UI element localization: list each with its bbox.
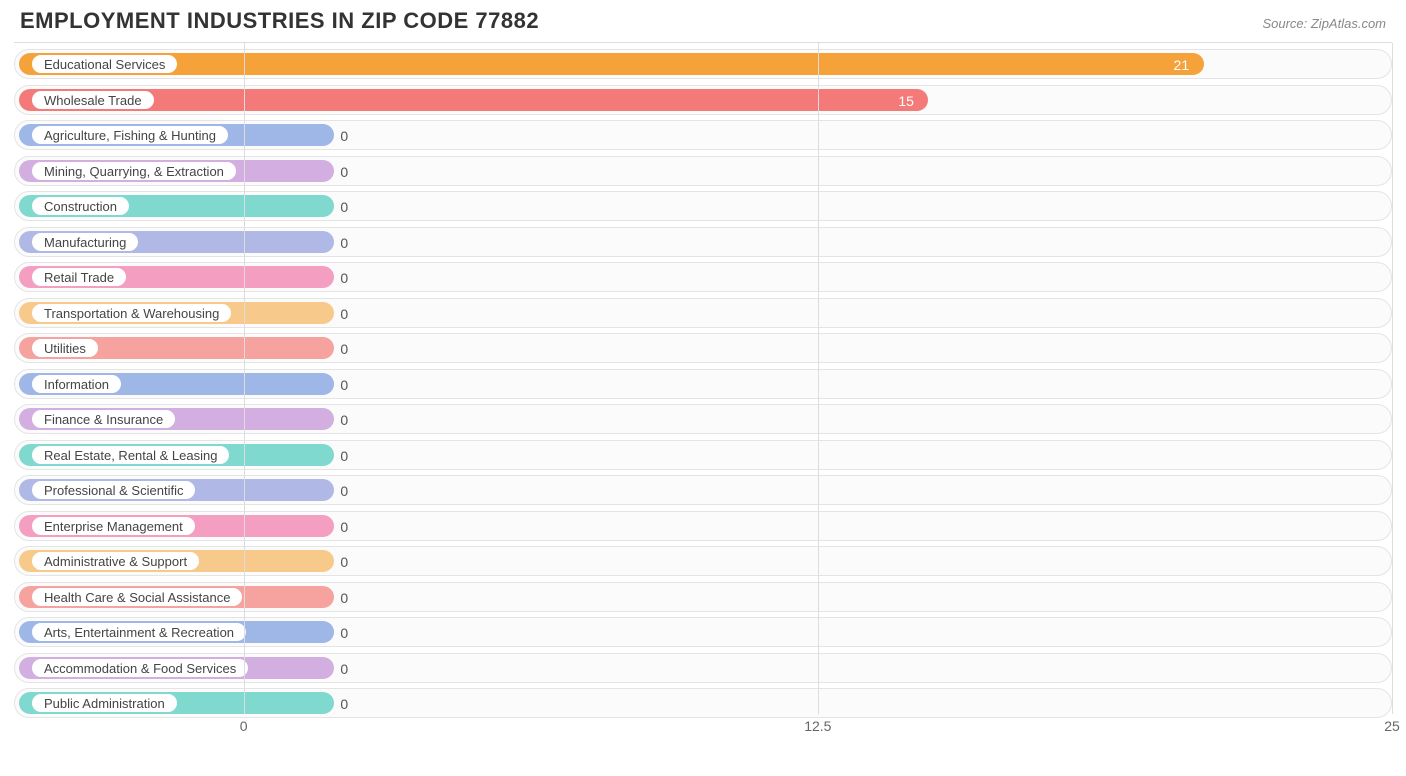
bar-value: 0 — [340, 334, 348, 364]
bar-row: Health Care & Social Assistance 0 — [14, 582, 1392, 612]
category-label: Mining, Quarrying, & Extraction — [31, 161, 237, 181]
axis-tick: 25 — [1384, 718, 1400, 734]
bar-value: 0 — [340, 157, 348, 187]
gridline — [1392, 43, 1393, 714]
category-label: Construction — [31, 196, 130, 216]
x-axis: 012.525 — [14, 714, 1392, 742]
bar-value: 0 — [340, 476, 348, 506]
bar-value: 0 — [340, 512, 348, 542]
chart-title: EMPLOYMENT INDUSTRIES IN ZIP CODE 77882 — [20, 8, 539, 34]
category-label: Health Care & Social Assistance — [31, 587, 243, 607]
chart-header: EMPLOYMENT INDUSTRIES IN ZIP CODE 77882 … — [0, 0, 1406, 38]
bar-value: 15 — [898, 86, 914, 116]
category-label: Agriculture, Fishing & Hunting — [31, 125, 229, 145]
bar-row: Utilities 0 — [14, 333, 1392, 363]
bar-value: 0 — [340, 654, 348, 684]
category-label: Retail Trade — [31, 267, 127, 287]
category-label: Enterprise Management — [31, 516, 196, 536]
bar-row: Mining, Quarrying, & Extraction 0 — [14, 156, 1392, 186]
bar-row: Real Estate, Rental & Leasing 0 — [14, 440, 1392, 470]
bar-row: Professional & Scientific 0 — [14, 475, 1392, 505]
category-label: Real Estate, Rental & Leasing — [31, 445, 230, 465]
bar-value: 0 — [340, 263, 348, 293]
bar-value: 0 — [340, 583, 348, 613]
bar-row: Administrative & Support 0 — [14, 546, 1392, 576]
category-label: Finance & Insurance — [31, 409, 176, 429]
bar-row: Enterprise Management 0 — [14, 511, 1392, 541]
bar-row: Retail Trade 0 — [14, 262, 1392, 292]
bar-value: 0 — [340, 121, 348, 151]
bar-fill — [19, 89, 928, 111]
bar-value: 21 — [1174, 50, 1190, 80]
bar-value: 0 — [340, 618, 348, 648]
category-label: Accommodation & Food Services — [31, 658, 249, 678]
gridline — [244, 43, 245, 714]
bar-value: 0 — [340, 547, 348, 577]
bar-row: Agriculture, Fishing & Hunting 0 — [14, 120, 1392, 150]
chart-source: Source: ZipAtlas.com — [1262, 16, 1386, 31]
bar-row: Educational Services 21 — [14, 49, 1392, 79]
bar-row: Manufacturing 0 — [14, 227, 1392, 257]
bar-value: 0 — [340, 441, 348, 471]
bar-row: Information 0 — [14, 369, 1392, 399]
category-label: Professional & Scientific — [31, 480, 196, 500]
bar-row: Wholesale Trade 15 — [14, 85, 1392, 115]
gridline — [818, 43, 819, 714]
bar-fill — [19, 53, 1204, 75]
category-label: Utilities — [31, 338, 99, 358]
category-label: Manufacturing — [31, 232, 139, 252]
bar-value: 0 — [340, 192, 348, 222]
axis-tick: 12.5 — [804, 718, 831, 734]
bar-row: Finance & Insurance 0 — [14, 404, 1392, 434]
bar-value: 0 — [340, 405, 348, 435]
bar-row: Accommodation & Food Services 0 — [14, 653, 1392, 683]
category-label: Arts, Entertainment & Recreation — [31, 622, 247, 642]
category-label: Administrative & Support — [31, 551, 200, 571]
category-label: Educational Services — [31, 54, 178, 74]
bar-value: 0 — [340, 370, 348, 400]
bar-row: Arts, Entertainment & Recreation 0 — [14, 617, 1392, 647]
category-label: Transportation & Warehousing — [31, 303, 232, 323]
category-label: Information — [31, 374, 122, 394]
chart-bars-container: Educational Services 21 Wholesale Trade 15 A… — [14, 43, 1392, 718]
bar-row: Construction 0 — [14, 191, 1392, 221]
bar-value: 0 — [340, 228, 348, 258]
bar-value: 0 — [340, 299, 348, 329]
category-label: Wholesale Trade — [31, 90, 155, 110]
category-label: Public Administration — [31, 693, 178, 713]
bar-row: Transportation & Warehousing 0 — [14, 298, 1392, 328]
axis-tick: 0 — [240, 718, 248, 734]
chart-area: Educational Services 21 Wholesale Trade 15 A… — [14, 42, 1392, 742]
